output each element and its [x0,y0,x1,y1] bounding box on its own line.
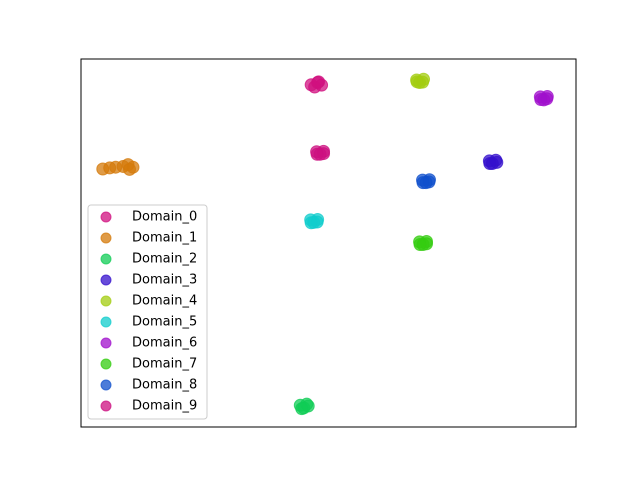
legend-marker [100,379,112,391]
series [310,144,331,161]
legend-marker [100,358,112,370]
legend-label: Domain_5 [132,315,197,330]
legend-label: Domain_7 [132,357,197,372]
legend-marker [100,274,112,286]
legend-marker [100,316,112,328]
series [413,235,434,251]
series [96,158,140,176]
legend-marker [100,337,112,349]
legend-label: Domain_8 [132,378,197,393]
legend-marker [100,295,112,307]
series [410,72,431,90]
legend-label: Domain_6 [132,336,197,351]
series [304,75,329,94]
legend-marker [100,232,112,244]
point [295,402,309,416]
point [123,162,137,176]
point [311,76,325,90]
series [293,397,315,416]
legend-marker [100,211,112,223]
point [416,176,430,190]
point [304,216,318,230]
legend-label: Domain_4 [132,294,197,309]
series [533,90,554,107]
legend-label: Domain_2 [132,252,197,267]
legend-label: Domain_3 [132,273,197,288]
legend-marker [100,400,112,412]
legend-label: Domain_1 [132,231,197,246]
legend-label: Domain_0 [132,210,197,225]
series [304,212,325,230]
point [413,237,427,251]
series [482,153,504,171]
point [310,147,324,161]
series [416,173,436,190]
legend-marker [100,253,112,265]
point [410,75,424,89]
point [483,157,497,171]
axes-frame [80,58,577,428]
point [534,92,548,106]
legend-label: Domain_9 [132,399,197,414]
legend-box [87,204,208,420]
